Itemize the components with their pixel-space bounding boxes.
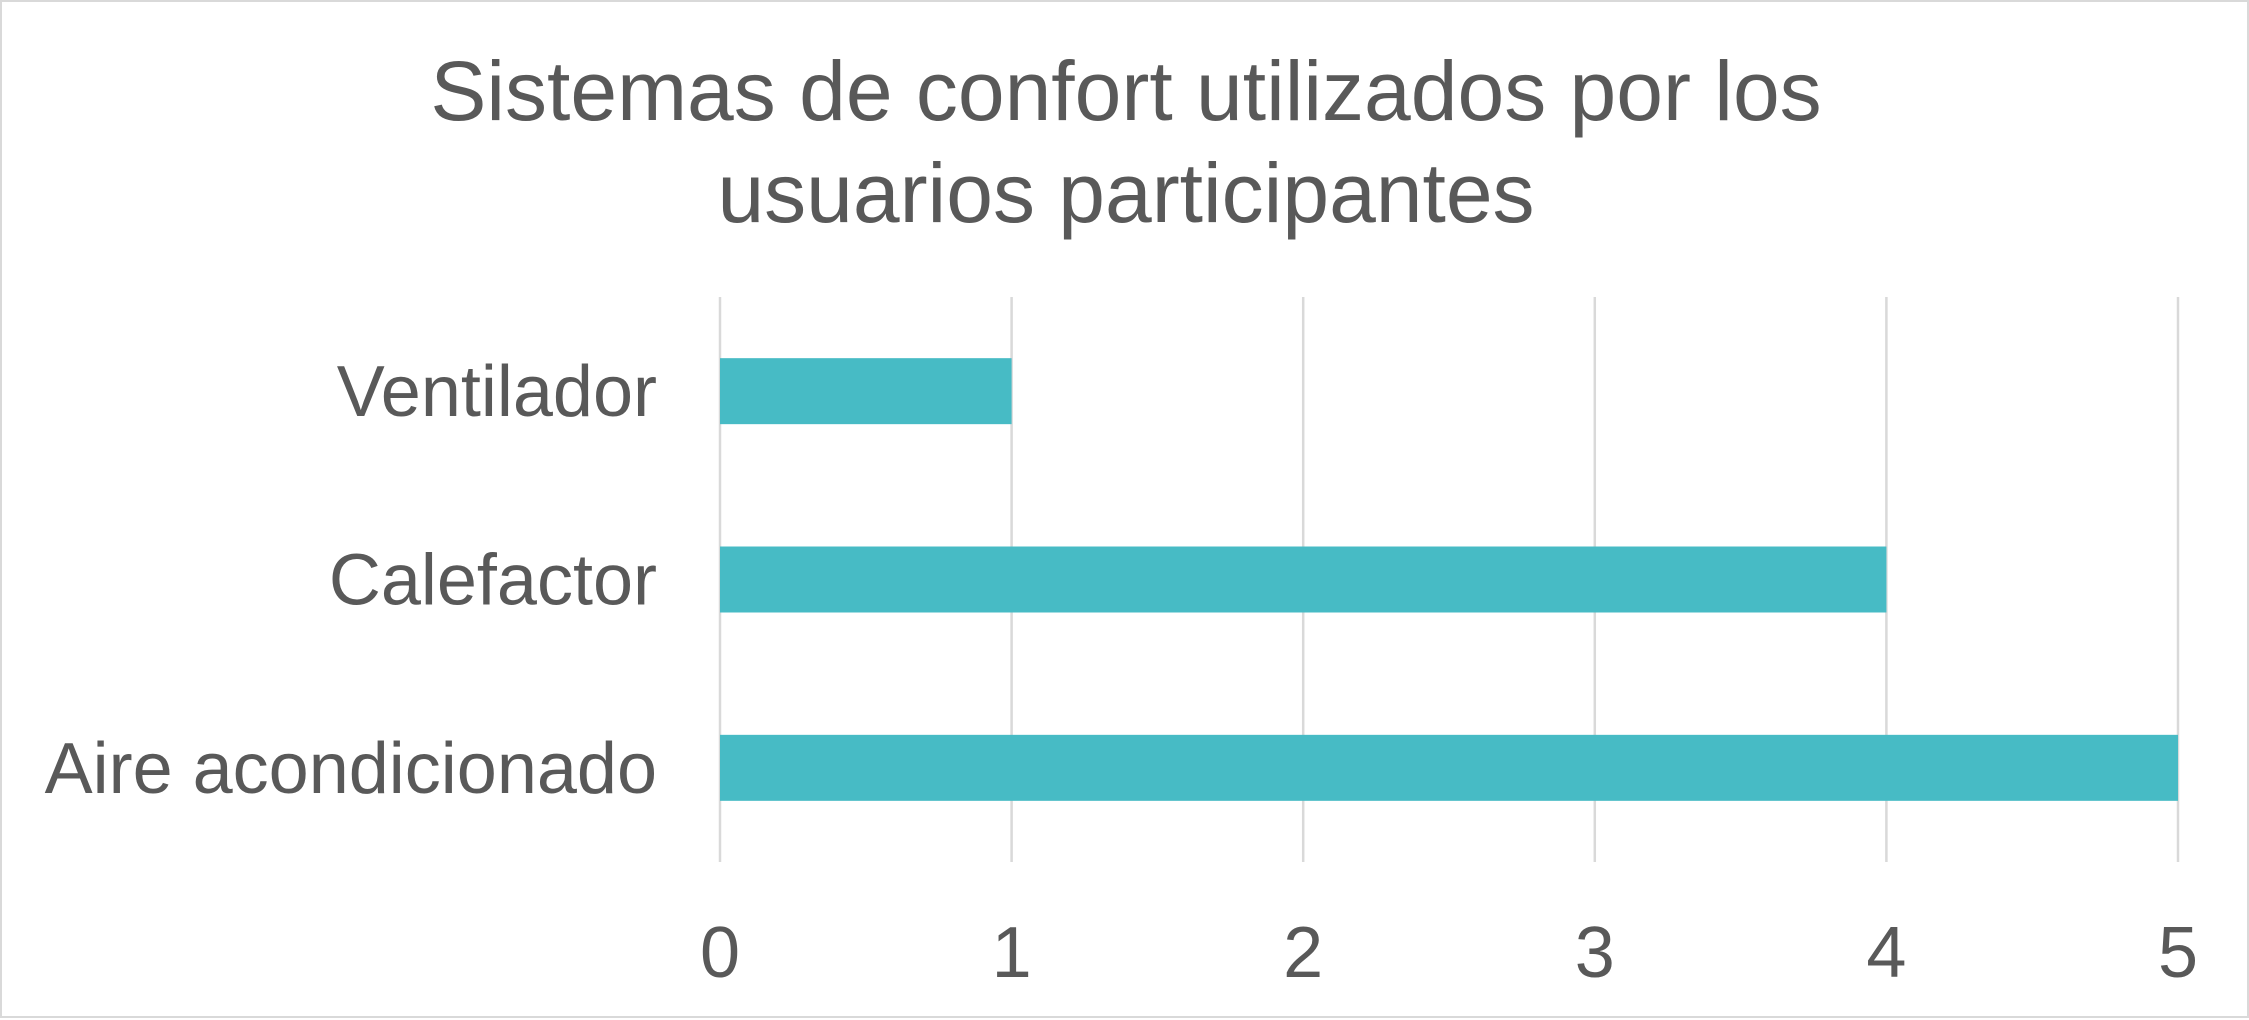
x-tick-label-1: 1 [992, 913, 1032, 993]
category-labels: Ventilador Calefactor Aire acondicionado [45, 352, 657, 809]
category-label-aire-acondicionado: Aire acondicionado [45, 729, 657, 809]
x-tick-label-3: 3 [1575, 913, 1615, 993]
x-axis-tick-labels: 0 1 2 3 4 5 [700, 913, 2198, 993]
chart-title-line-2: usuarios participantes [717, 146, 1534, 240]
bar-calefactor [720, 546, 1887, 613]
bar-aire-acondicionado [720, 734, 2178, 801]
category-label-ventilador: Ventilador [337, 352, 657, 432]
category-label-calefactor: Calefactor [329, 541, 657, 621]
x-tick-label-4: 4 [1866, 913, 1906, 993]
x-tick-label-5: 5 [2158, 913, 2198, 993]
x-tick-label-2: 2 [1283, 913, 1323, 993]
bars [720, 358, 2178, 801]
chart-title-line-1: Sistemas de confort utilizados por los [430, 44, 1821, 138]
bar-ventilador [720, 358, 1012, 425]
x-tick-label-0: 0 [700, 913, 740, 993]
